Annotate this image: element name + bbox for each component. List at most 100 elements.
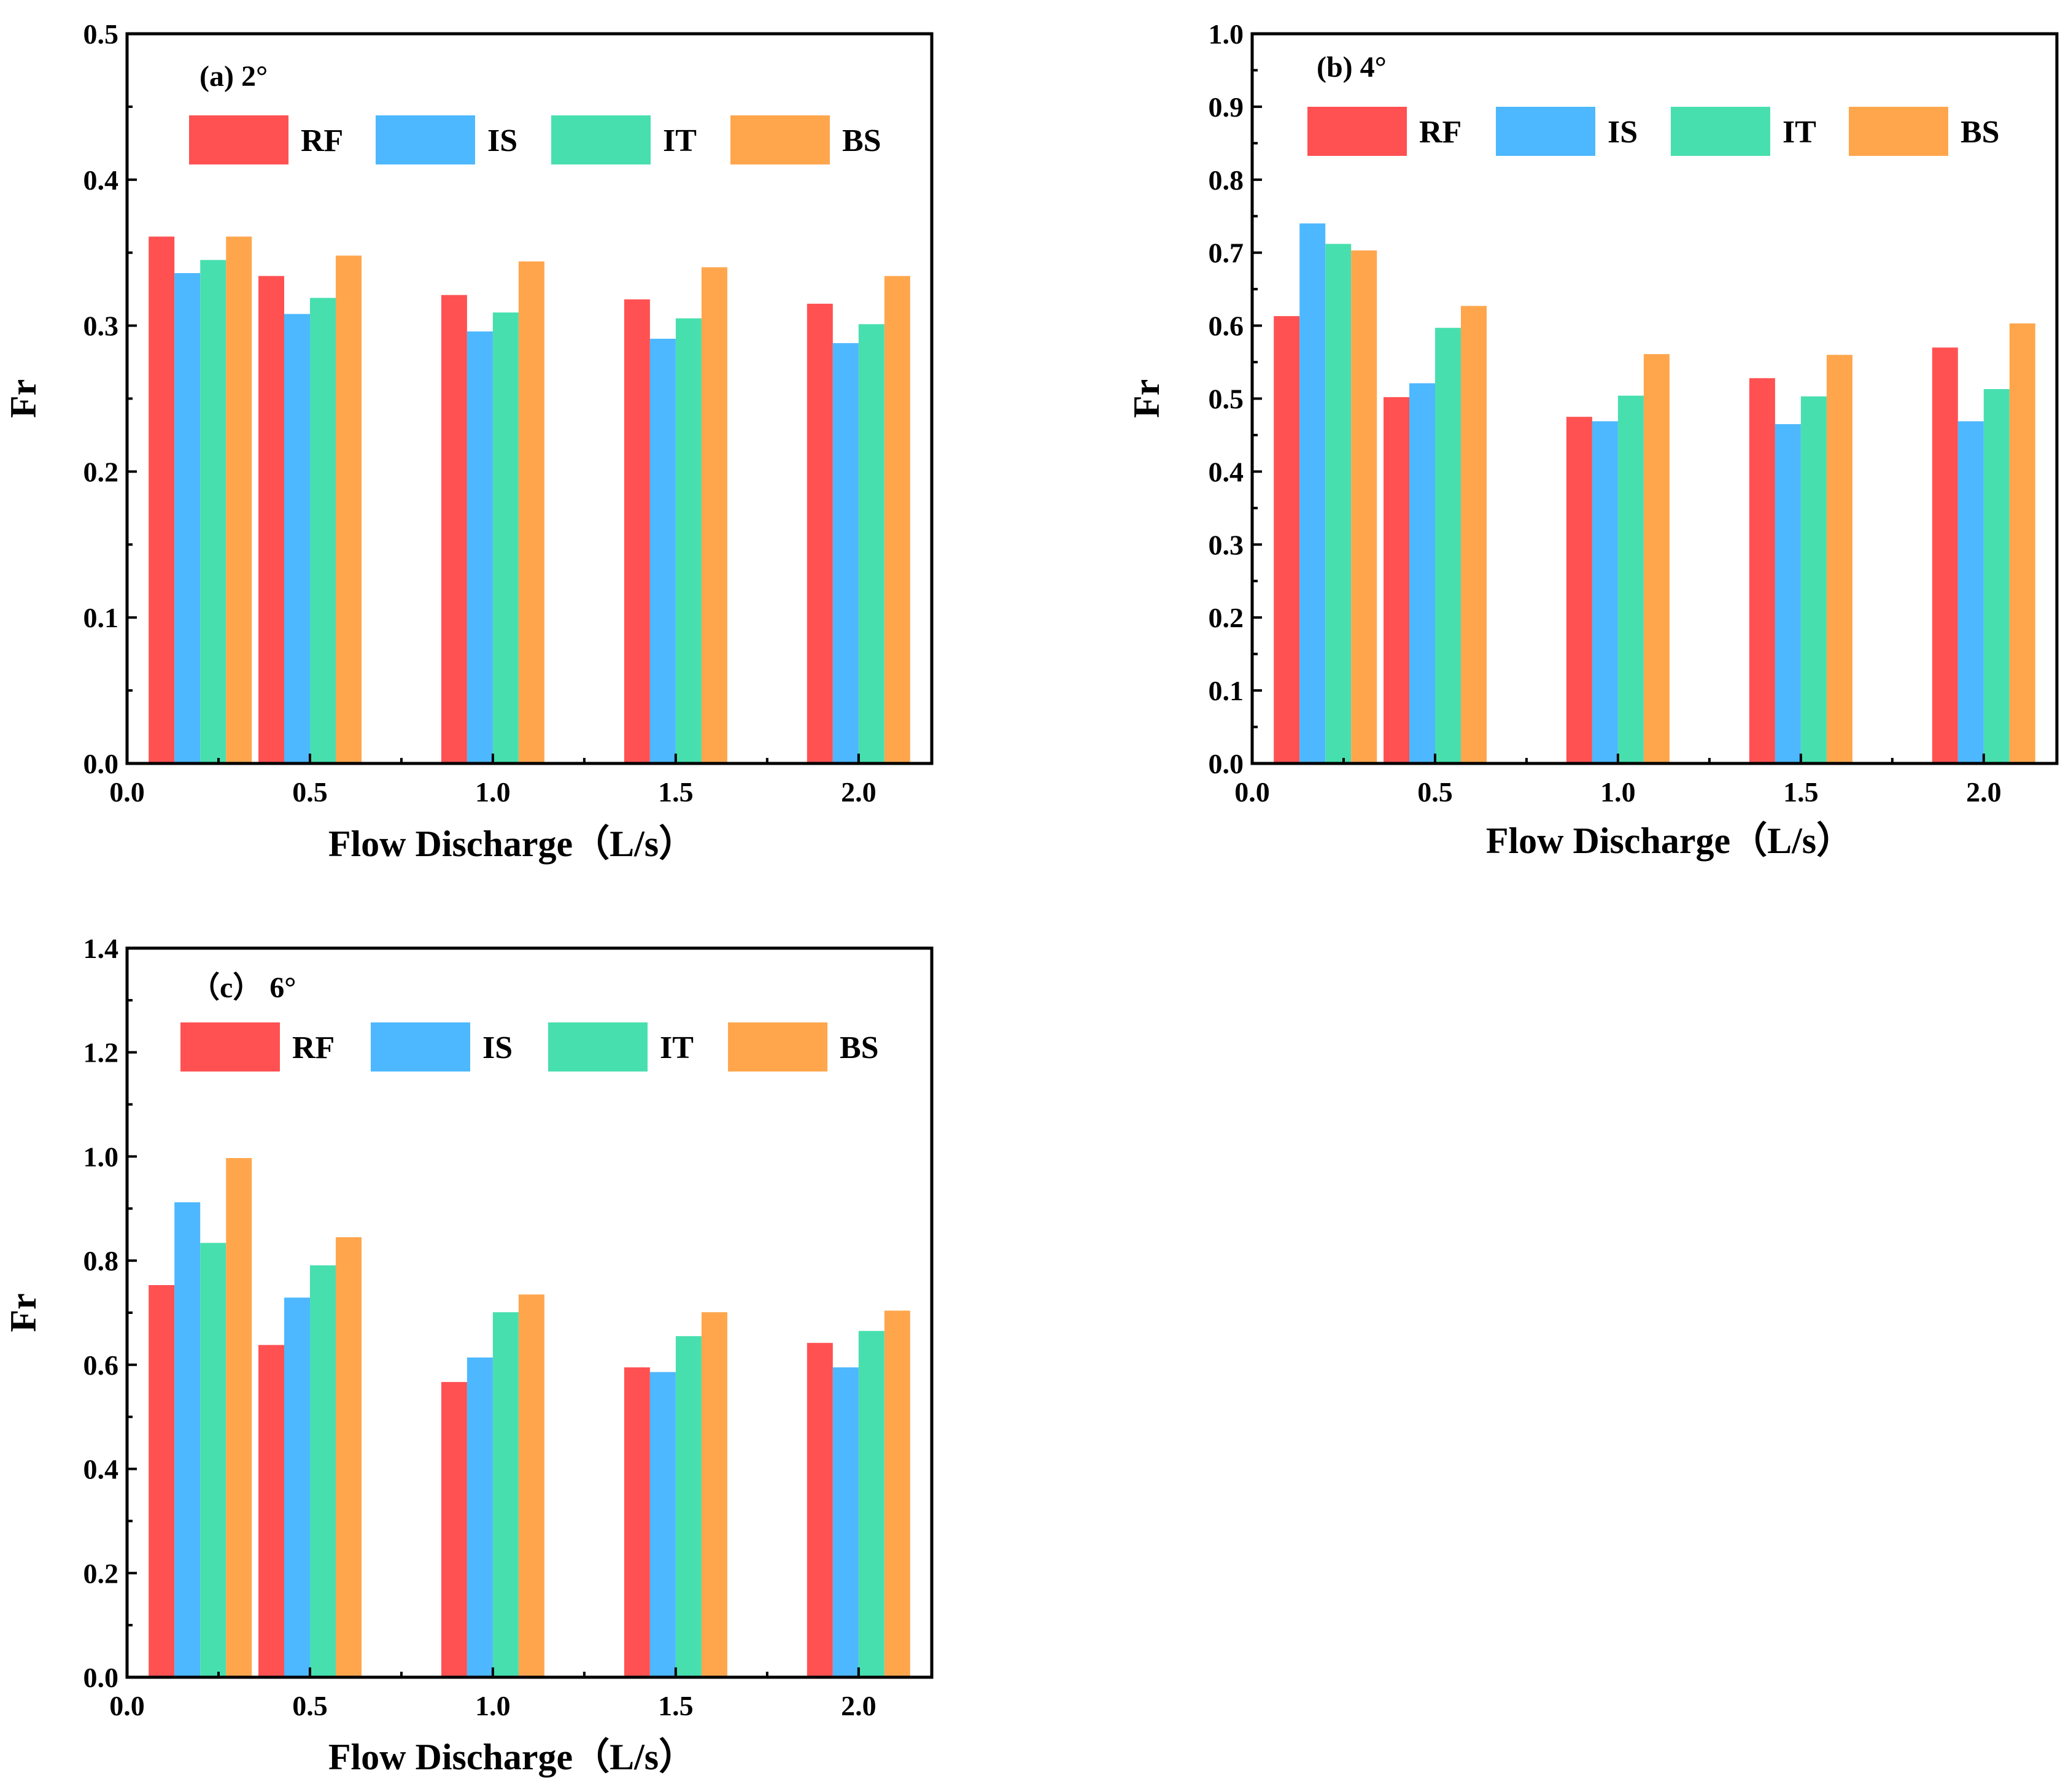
legend-swatch-RF bbox=[180, 1022, 280, 1072]
bar-IS-0.2 bbox=[1299, 223, 1326, 764]
y-tick-label: 0.4 bbox=[83, 164, 119, 196]
bar-IT-2 bbox=[858, 324, 885, 763]
x-tick-label: 0.5 bbox=[292, 1690, 328, 1721]
bar-IS-1 bbox=[1592, 421, 1618, 763]
bar-IT-1.5 bbox=[1800, 396, 1827, 763]
chart-panel-2: 0.0 0.1 0.2 0.3 0.4 0.5 0.6 0.7 0.8 0.9 1.0 0.0 0.5 1… bbox=[1126, 18, 2059, 861]
legend-swatch-BS bbox=[730, 115, 830, 164]
legend-label-IT: IT bbox=[1783, 115, 1816, 150]
bar-BS-1 bbox=[1643, 354, 1670, 763]
bar-RF-2 bbox=[807, 1343, 833, 1677]
y-tick-label: 0.3 bbox=[1209, 529, 1244, 560]
legend-swatch-IS bbox=[376, 115, 475, 164]
x-tick-label: 1.5 bbox=[658, 776, 694, 808]
legend-label-RF: RF bbox=[301, 123, 343, 158]
bar-BS-2 bbox=[2009, 323, 2035, 763]
y-axis-title: Fr bbox=[3, 379, 44, 418]
bar-IS-0.5 bbox=[284, 314, 310, 764]
bar-IT-0.2 bbox=[1325, 244, 1352, 763]
bar-IS-1.5 bbox=[649, 1372, 676, 1677]
bar-RF-2 bbox=[807, 303, 833, 763]
bar-RF-1.5 bbox=[1749, 378, 1775, 763]
bar-BS-0.5 bbox=[336, 255, 362, 763]
bar-IT-0.5 bbox=[1435, 328, 1461, 763]
y-tick-label: 1.4 bbox=[83, 933, 119, 964]
bar-RF-1.5 bbox=[624, 299, 650, 763]
legend-label-RF: RF bbox=[292, 1030, 335, 1065]
bar-RF-1 bbox=[441, 1381, 467, 1677]
bar-RF-0.2 bbox=[149, 1285, 175, 1677]
bar-IS-0.5 bbox=[1409, 383, 1435, 763]
x-tick-label: 2.0 bbox=[841, 776, 877, 808]
panel-title: (b) 4° bbox=[1317, 51, 1387, 83]
legend: RF IS IT BS bbox=[189, 115, 881, 164]
bar-RF-0.5 bbox=[1384, 397, 1409, 763]
y-tick-label: 1.0 bbox=[1209, 18, 1244, 50]
bar-IT-2 bbox=[1983, 389, 2010, 763]
x-tick-label: 1.0 bbox=[475, 776, 511, 808]
y-axis-title: Fr bbox=[3, 1293, 44, 1332]
x-tick-label: 0.0 bbox=[109, 1690, 145, 1721]
x-axis-title: Flow Discharge（L/s） bbox=[328, 1736, 695, 1777]
bar-IT-1 bbox=[492, 312, 519, 763]
y-tick-label: 0.6 bbox=[83, 1350, 119, 1381]
bar-IT-1 bbox=[1617, 395, 1644, 763]
y-tick-label: 1.0 bbox=[83, 1141, 119, 1172]
x-tick-label: 0.5 bbox=[1417, 776, 1453, 808]
bar-IS-1 bbox=[466, 1358, 493, 1677]
bar-RF-0.5 bbox=[258, 276, 284, 763]
bar-BS-2 bbox=[884, 1310, 910, 1677]
bar-BS-2 bbox=[884, 276, 910, 763]
bar-RF-1 bbox=[441, 295, 467, 763]
y-axis-title: Fr bbox=[1126, 379, 1167, 418]
y-tick-label: 0.9 bbox=[1209, 91, 1244, 123]
bar-IS-0.2 bbox=[174, 273, 201, 763]
panel-title: （c） 6° bbox=[190, 971, 296, 1004]
legend-swatch-IT bbox=[548, 1022, 648, 1072]
legend: RF IS IT BS bbox=[1307, 107, 2000, 156]
bar-IS-1.5 bbox=[1775, 424, 1801, 763]
bar-IS-0.2 bbox=[174, 1202, 201, 1677]
bar-BS-0.5 bbox=[1461, 306, 1487, 763]
bar-IT-1.5 bbox=[675, 318, 702, 763]
bar-RF-1 bbox=[1566, 417, 1592, 763]
bar-BS-1.5 bbox=[1826, 355, 1852, 763]
bar-IS-2 bbox=[832, 1367, 859, 1677]
legend-swatch-IT bbox=[551, 115, 651, 164]
bar-BS-0.2 bbox=[1351, 250, 1377, 764]
x-axis-title: Flow Discharge（L/s） bbox=[1486, 820, 1853, 861]
chart-panel-1: 0.0 0.1 0.2 0.3 0.4 0.5 0.0 0.5 1.0 1.5 2.0 (a) 2° R… bbox=[3, 18, 934, 864]
y-tick-label: 0.2 bbox=[83, 456, 119, 487]
y-tick-label: 0.2 bbox=[83, 1558, 119, 1589]
bar-IT-0.2 bbox=[200, 1243, 226, 1677]
bar-IS-1 bbox=[466, 331, 493, 763]
bar-RF-0.2 bbox=[149, 236, 175, 763]
x-tick-label: 0.0 bbox=[109, 776, 145, 808]
x-axis-title: Flow Discharge（L/s） bbox=[328, 823, 695, 864]
bar-IT-2 bbox=[858, 1330, 885, 1677]
x-tick-label: 2.0 bbox=[841, 1690, 877, 1721]
bar-IT-1 bbox=[492, 1312, 519, 1677]
bar-IS-2 bbox=[832, 343, 859, 763]
legend-label-BS: BS bbox=[842, 123, 881, 158]
y-tick-label: 0.0 bbox=[83, 748, 119, 779]
bar-RF-1.5 bbox=[624, 1367, 650, 1677]
y-tick-label: 0.0 bbox=[1209, 748, 1244, 779]
y-tick-label: 0.5 bbox=[83, 18, 119, 50]
y-tick-label: 0.6 bbox=[1209, 311, 1244, 342]
y-tick-label: 0.5 bbox=[1209, 384, 1244, 415]
bar-BS-1 bbox=[518, 1294, 544, 1677]
bar-BS-1 bbox=[518, 261, 544, 763]
y-tick-label: 0.8 bbox=[1209, 164, 1244, 196]
y-tick-label: 0.1 bbox=[83, 602, 119, 633]
bar-IT-0.5 bbox=[310, 298, 336, 763]
x-tick-label: 1.0 bbox=[475, 1690, 511, 1721]
legend-swatch-BS bbox=[728, 1022, 827, 1072]
legend-swatch-RF bbox=[1307, 107, 1407, 156]
bar-BS-1.5 bbox=[701, 1312, 727, 1677]
y-tick-label: 0.0 bbox=[83, 1662, 119, 1693]
x-tick-label: 2.0 bbox=[1966, 776, 2002, 808]
legend-label-IS: IS bbox=[487, 123, 517, 158]
y-tick-label: 1.2 bbox=[83, 1037, 119, 1068]
